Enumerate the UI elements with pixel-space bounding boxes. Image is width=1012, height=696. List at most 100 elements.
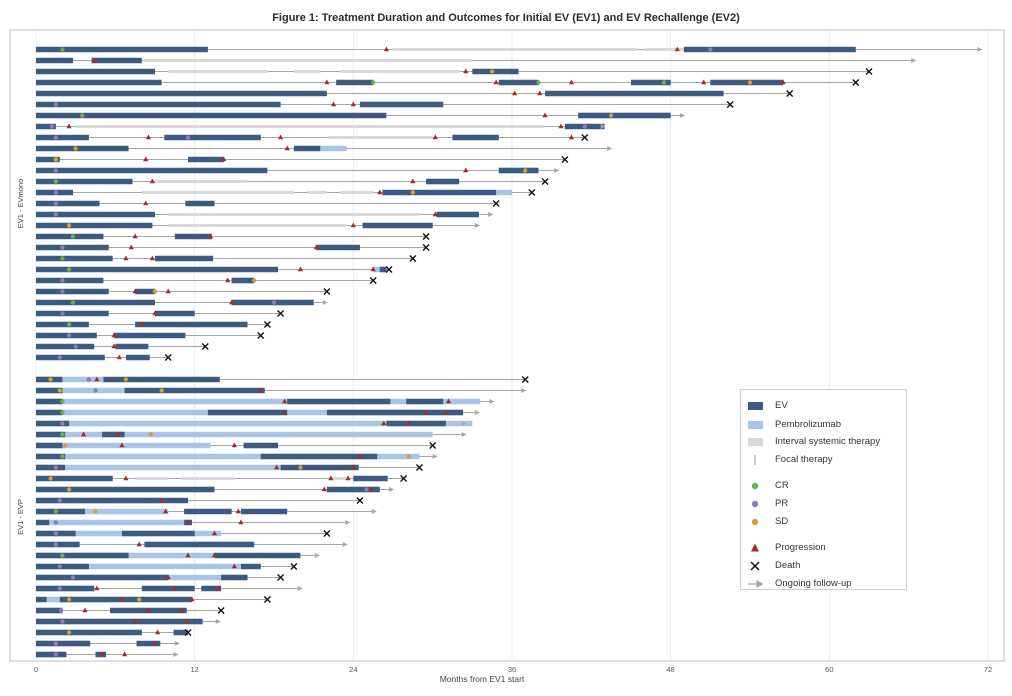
interval-therapy-bar <box>393 48 638 51</box>
patient-row <box>36 530 331 537</box>
legend-label: Progression <box>775 542 826 553</box>
ev-bar <box>36 112 387 119</box>
ongoing-followup-arrow <box>342 542 348 547</box>
ev-bar <box>36 552 129 559</box>
ev-bar <box>36 563 89 570</box>
ev-bar <box>326 486 380 493</box>
progression-marker <box>123 255 129 261</box>
pr-marker <box>53 212 59 217</box>
ev-bar <box>382 189 497 196</box>
pr-marker <box>53 135 59 140</box>
death-marker <box>528 189 536 196</box>
progression-marker <box>235 508 241 514</box>
ev-bar <box>135 288 155 295</box>
patient-row <box>36 90 794 97</box>
ev-bar <box>36 497 162 504</box>
cr-marker <box>60 256 65 261</box>
patient-row <box>36 519 351 526</box>
progression-marker <box>119 596 125 602</box>
patient-row <box>36 299 328 306</box>
interval-therapy-bar <box>326 136 433 139</box>
ev-bar <box>243 442 278 449</box>
ongoing-followup-arrow <box>297 586 303 591</box>
ev-bar <box>36 519 50 526</box>
patient-row <box>36 167 560 174</box>
ev-bar <box>498 167 539 174</box>
patient-row <box>36 112 685 119</box>
sd-marker <box>66 223 72 228</box>
patient-row <box>36 123 606 130</box>
death-marker <box>786 90 794 97</box>
ongoing-followup-arrow <box>489 399 495 404</box>
ev-bar <box>316 244 360 251</box>
ev-bar <box>173 629 189 636</box>
ev-bar <box>114 332 186 339</box>
ev-bar <box>36 101 281 108</box>
ev-bar <box>386 420 446 427</box>
progression-marker <box>111 332 117 338</box>
ev-bar <box>545 90 724 97</box>
patient-row <box>36 607 225 614</box>
progression-marker <box>145 607 151 613</box>
ev-bar <box>36 277 104 284</box>
cr-marker <box>66 322 72 327</box>
progression-marker <box>350 464 356 470</box>
patient-row <box>36 574 285 581</box>
progression-marker <box>443 409 449 415</box>
cr-marker <box>60 454 65 459</box>
progression-marker <box>132 618 138 624</box>
ev-bar <box>36 629 142 636</box>
ev-bar <box>214 552 301 559</box>
pr-marker <box>364 487 369 492</box>
ev-bar <box>36 123 56 130</box>
ev-bar <box>125 354 150 361</box>
death-marker <box>217 607 225 614</box>
ongoing-followup-arrow <box>977 47 983 52</box>
patient-row <box>36 343 209 350</box>
patient-row <box>36 222 480 229</box>
ev-bar <box>141 585 195 592</box>
legend-item-pembro: Pembrolizumab <box>741 417 906 433</box>
ev-bar <box>36 332 97 339</box>
progression-marker <box>537 90 543 96</box>
ev-bar <box>103 376 220 383</box>
progression-marker <box>185 552 191 558</box>
progression-marker <box>145 134 151 140</box>
cr-marker <box>60 47 65 52</box>
ev-bar <box>36 607 63 614</box>
progression-marker <box>350 101 356 107</box>
pr-marker <box>60 289 65 294</box>
ev-bar <box>359 101 444 108</box>
ev-bar <box>136 640 161 647</box>
sd-marker <box>148 432 154 437</box>
progression-marker <box>231 442 237 448</box>
progression-marker <box>284 145 290 151</box>
ev-bar <box>36 398 63 405</box>
ev-bar <box>115 343 149 350</box>
pembro-icon <box>748 421 763 429</box>
ev-bar <box>161 497 189 504</box>
patient-row <box>36 189 536 196</box>
patient-row <box>36 420 473 427</box>
sd-marker <box>489 69 495 74</box>
patient-row <box>36 277 377 284</box>
sd-marker <box>57 388 62 393</box>
death-marker <box>541 178 549 185</box>
sd-marker <box>123 377 129 382</box>
ongoing-followup-arrow <box>432 454 438 459</box>
progression-marker <box>128 244 134 250</box>
progression-marker <box>136 541 142 547</box>
ev-bar <box>36 233 104 240</box>
progression-marker <box>143 200 149 206</box>
progression-marker <box>350 222 356 228</box>
ev-bar <box>362 222 433 229</box>
pembrolizumab-bar <box>320 145 347 152</box>
ev-bar <box>174 233 212 240</box>
ev-bar <box>293 145 321 152</box>
ev-bar <box>36 68 155 75</box>
death-marker <box>409 255 417 262</box>
pr-marker <box>86 377 92 382</box>
legend-item-pr: PR <box>741 496 906 512</box>
patient-row <box>36 409 480 416</box>
ev-bar <box>124 387 265 394</box>
